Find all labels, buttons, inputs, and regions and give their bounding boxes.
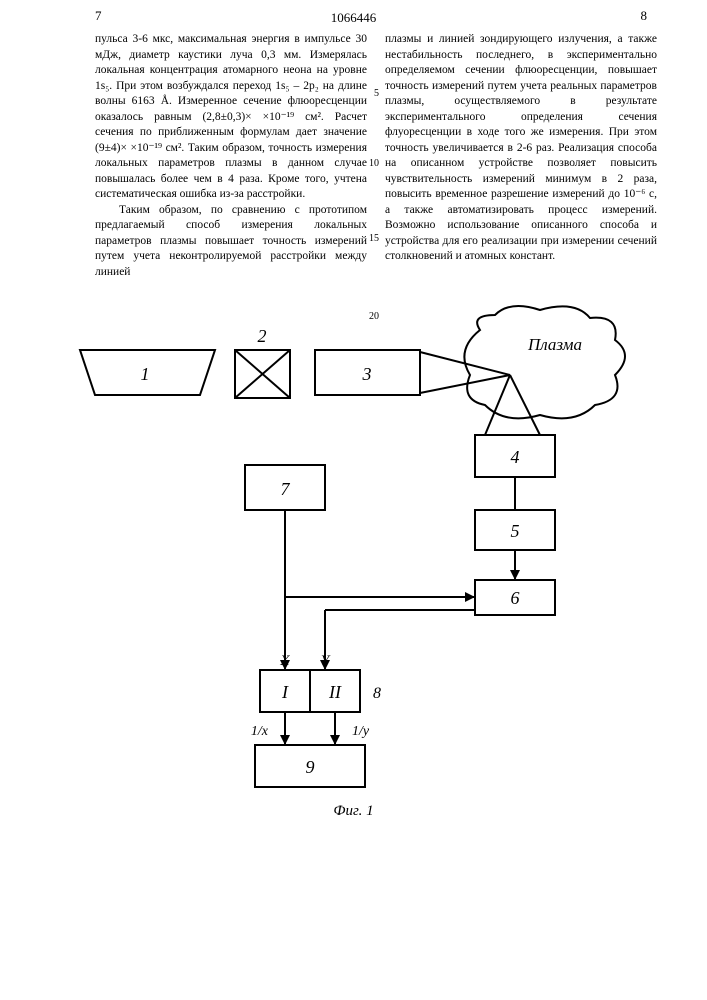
block-9-label: 9 [306,757,315,777]
block-5-label: 5 [511,521,520,541]
right-column: плазмы и линией зондирующего излучения, … [385,32,657,280]
beam-line [420,375,510,393]
arrow-head [510,570,520,580]
diagram-svg: 1 2 3 Плазма 4 [0,300,707,830]
x-label: X [279,653,290,669]
inv-x-label: 1/x [251,724,269,739]
plasma-cloud-shape [464,306,625,418]
block-4-label: 4 [511,447,520,467]
line-number: 10 [369,157,379,171]
plasma-label: Плазма [527,335,582,354]
arrow-head [465,592,475,602]
paragraph: пульса 3-6 мкс, максимальная энергия в и… [95,32,367,203]
block-1-label: 1 [141,364,150,384]
inv-y-label: 1/y [352,724,370,739]
page: 7 8 1066446 5 10 15 20 пульса 3-6 мкс, м… [0,0,707,1000]
block-6-label: 6 [511,588,520,608]
doc-number: 1066446 [0,10,707,26]
block-8-right-label: II [328,682,342,702]
block-2-label: 2 [258,326,267,346]
line-number: 15 [369,232,379,246]
page-num-right: 8 [641,8,648,24]
figure-caption: Фиг. 1 [333,803,373,820]
block-8-left-label: I [281,682,289,702]
text-columns: 5 10 15 20 пульса 3-6 мкс, максимальная … [0,26,707,280]
paragraph: Таким образом, по сравнению с прототипом… [95,203,367,281]
paragraph: плазмы и линией зондирующего излучения, … [385,32,657,265]
beam-line [485,375,510,435]
block-3-label: 3 [362,364,372,384]
block-7-label: 7 [281,479,291,499]
arrow-head [280,735,290,745]
beam-line [510,375,540,435]
line-number: 5 [374,87,379,101]
block-8-num: 8 [373,685,381,702]
figure-1: 1 2 3 Плазма 4 [0,300,707,830]
page-num-left: 7 [95,8,102,24]
left-column: 5 10 15 20 пульса 3-6 мкс, максимальная … [95,32,367,280]
arrow-head [330,735,340,745]
